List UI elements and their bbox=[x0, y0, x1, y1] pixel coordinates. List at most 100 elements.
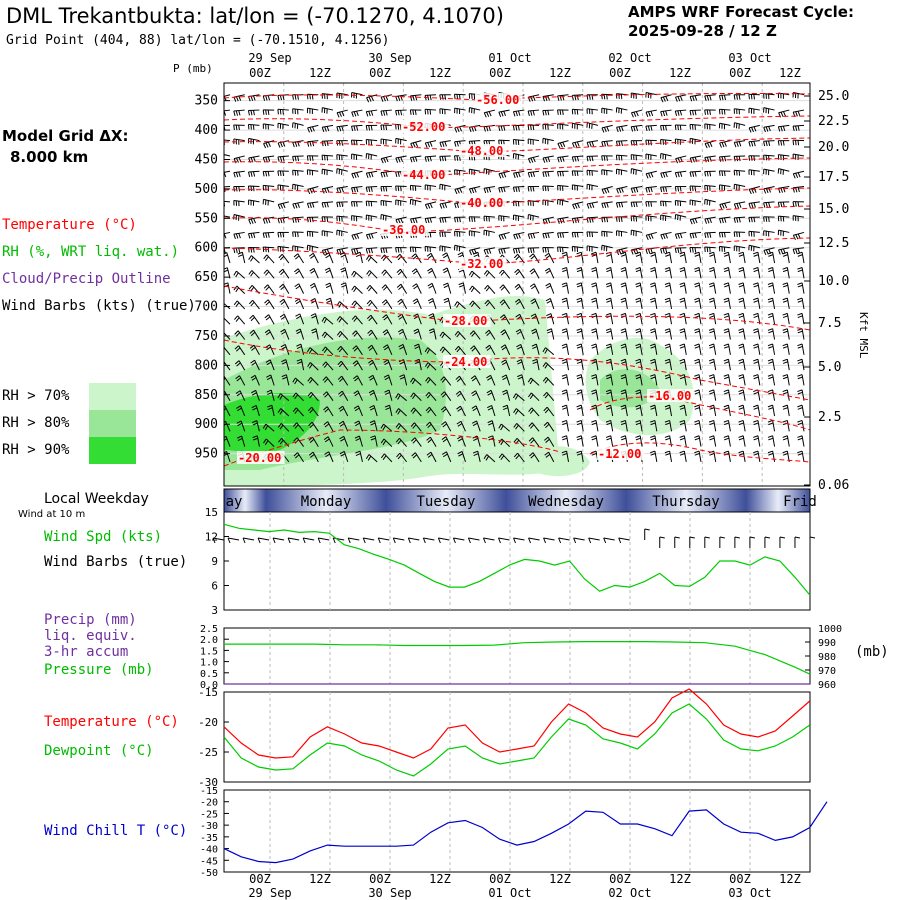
wind-barb bbox=[365, 214, 378, 222]
wind-barb bbox=[499, 284, 511, 294]
wind-barb bbox=[557, 94, 569, 101]
wind-barb bbox=[277, 231, 289, 238]
wind-barb bbox=[484, 299, 496, 310]
wind-barb bbox=[292, 245, 304, 252]
wind-barb bbox=[586, 122, 599, 129]
wind-barb bbox=[224, 231, 231, 239]
wind-barb bbox=[500, 329, 511, 340]
wind-barb bbox=[620, 343, 628, 355]
wind-speed-tick: 15 bbox=[205, 506, 218, 519]
wind-barb bbox=[443, 282, 452, 294]
wind-barb bbox=[733, 155, 746, 162]
wind-barb bbox=[635, 343, 643, 355]
wind-barb bbox=[366, 299, 378, 310]
wind-barb bbox=[442, 267, 452, 279]
wind-barb bbox=[351, 300, 363, 310]
wind-barb bbox=[748, 124, 760, 133]
wind-barb bbox=[792, 247, 805, 255]
wind-barb bbox=[708, 389, 717, 401]
wind-barb bbox=[645, 231, 657, 241]
wind-barb bbox=[753, 251, 761, 264]
wind-barb bbox=[517, 374, 525, 386]
weekday-label: Tuesday bbox=[416, 494, 475, 510]
wind-barb bbox=[738, 343, 746, 355]
wind-barb bbox=[544, 451, 555, 463]
top-hour-label: 00Z bbox=[369, 66, 391, 80]
top-date-label: 03 Oct bbox=[728, 51, 771, 65]
wind-barb bbox=[248, 231, 260, 239]
pressure-axis-label: P (mb) bbox=[173, 62, 213, 75]
model-grid-label: Model Grid ΔX: bbox=[2, 127, 129, 145]
wind-barb bbox=[679, 404, 687, 417]
wind-speed-tick: 9 bbox=[211, 555, 218, 568]
wind-barb bbox=[454, 330, 466, 340]
wind-barb bbox=[792, 201, 805, 207]
wind-barb bbox=[454, 169, 466, 176]
wind-barb bbox=[601, 140, 613, 147]
height-tick-label: 2.5 bbox=[818, 410, 841, 425]
wind-barb bbox=[615, 154, 628, 161]
wind-barb bbox=[689, 216, 702, 225]
wind-barb bbox=[704, 216, 716, 224]
wind-barb bbox=[767, 435, 776, 447]
wind-barb bbox=[453, 244, 466, 252]
contour-label-bg bbox=[459, 257, 507, 270]
wind-barb bbox=[704, 231, 716, 238]
wind-barb bbox=[233, 200, 245, 207]
top-hour-label: 00Z bbox=[729, 66, 751, 80]
wind-barb bbox=[483, 247, 496, 255]
wind-barb bbox=[664, 251, 673, 264]
local-weekday-label: Local Weekday bbox=[44, 491, 149, 507]
wind-barb bbox=[424, 140, 437, 148]
wind-barb bbox=[630, 154, 643, 161]
wind-barb bbox=[409, 198, 422, 206]
wind-barb bbox=[306, 169, 319, 176]
wind-barb bbox=[674, 213, 687, 221]
wind-barb bbox=[262, 123, 275, 130]
wind-barb bbox=[674, 231, 687, 240]
wind-barb bbox=[763, 247, 775, 256]
wind-barb bbox=[351, 124, 363, 132]
pressure-tick-label: 550 bbox=[195, 211, 218, 226]
wind-barb bbox=[767, 450, 776, 462]
wind-barb bbox=[792, 231, 805, 241]
wind-barb bbox=[620, 374, 628, 386]
wind-barb bbox=[247, 170, 260, 177]
wind-barb bbox=[440, 391, 452, 401]
wind-barb bbox=[294, 283, 305, 294]
wind-barb bbox=[325, 282, 334, 294]
wind-barb bbox=[645, 215, 657, 222]
pressure-tick: 980 bbox=[818, 652, 836, 663]
wind-barb bbox=[738, 419, 746, 432]
wind-barb bbox=[321, 230, 334, 237]
wind-barb bbox=[502, 389, 511, 401]
wind-barb bbox=[292, 108, 304, 115]
wind-barb bbox=[307, 377, 319, 386]
wind-barb bbox=[472, 450, 481, 462]
wind-barb bbox=[664, 450, 673, 462]
wind-barb bbox=[397, 298, 408, 310]
wind-barb bbox=[635, 297, 643, 310]
wind-barb bbox=[664, 404, 673, 417]
wind-barb bbox=[635, 374, 643, 386]
wind-barb bbox=[412, 298, 422, 310]
wind-barb bbox=[513, 408, 525, 417]
wind-barb bbox=[411, 268, 422, 279]
wind-barb bbox=[514, 298, 525, 310]
top-date-label: 02 Oct bbox=[608, 51, 651, 65]
wind-barb bbox=[322, 361, 334, 371]
wind-barb bbox=[527, 155, 540, 164]
wind-barb bbox=[366, 270, 378, 279]
wind-barb bbox=[471, 405, 481, 417]
wind-barb bbox=[381, 269, 393, 279]
wind-barb bbox=[723, 267, 731, 279]
wind-barb bbox=[605, 297, 614, 310]
wind-barb bbox=[531, 328, 540, 340]
wind-barb bbox=[456, 435, 466, 447]
wind-barb bbox=[483, 109, 496, 118]
wind-barb bbox=[605, 435, 614, 447]
pressure-tick-label: 650 bbox=[195, 270, 218, 285]
wind-barb bbox=[748, 201, 760, 209]
wind-barb bbox=[708, 419, 717, 432]
wind-barb bbox=[586, 140, 599, 148]
